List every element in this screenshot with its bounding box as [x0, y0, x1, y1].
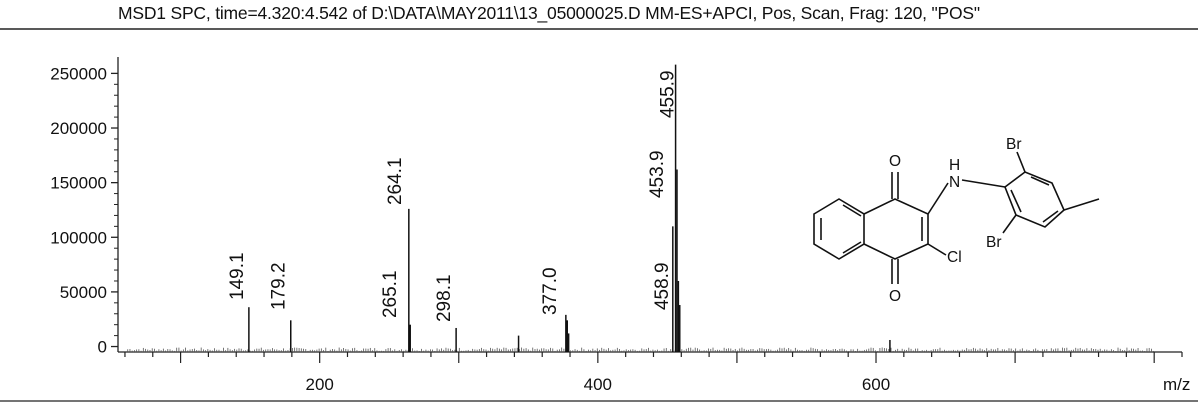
aryl-double-bond-1 — [1030, 176, 1050, 186]
peak-label: 298.1 — [434, 274, 455, 322]
atom-label-br-bottom: Br — [986, 234, 1002, 251]
aryl-double-bond-2 — [1042, 210, 1059, 223]
x-tick-label: 400 — [584, 375, 612, 394]
cl-bond — [927, 243, 947, 256]
quinone-ring — [863, 198, 929, 260]
n-bond-right — [961, 179, 1006, 188]
br-bond-top — [1016, 151, 1026, 173]
y-tick-label: 50000 — [60, 283, 107, 302]
x-axis-label: m/z — [1163, 375, 1190, 394]
atom-label-n: N — [949, 174, 960, 191]
y-tick-label: 150000 — [50, 174, 107, 193]
peak-label: 458.9 — [652, 262, 673, 310]
y-tick-label: 200000 — [50, 119, 107, 138]
y-tick-label: 0 — [98, 338, 107, 357]
atom-label-o-top: O — [889, 153, 901, 170]
n-bond-left — [927, 182, 949, 215]
peak-label: 453.9 — [647, 150, 668, 198]
y-tick-label: 100000 — [50, 228, 107, 247]
x-tick-label: 600 — [862, 375, 890, 394]
br-bond-bottom — [1002, 214, 1017, 234]
peak-label: 179.2 — [269, 262, 290, 310]
aryl-double-bond-3 — [1010, 189, 1022, 213]
y-tick-label: 250000 — [50, 64, 107, 83]
atom-label-h: H — [949, 157, 960, 174]
methyl-bond — [1063, 198, 1100, 211]
peak-label: 265.1 — [380, 270, 401, 318]
atom-label-cl: Cl — [947, 249, 962, 266]
atom-label-o-bottom: O — [889, 288, 901, 305]
peak-label: 149.1 — [227, 252, 248, 300]
chart-title: MSD1 SPC, time=4.320:4.542 of D:\DATA\MA… — [118, 3, 980, 23]
peak-label: 455.9 — [658, 70, 679, 118]
benzo-double-bond-3 — [842, 241, 862, 254]
x-tick-label: 200 — [305, 375, 333, 394]
atom-label-br-top: Br — [1006, 136, 1022, 153]
molecular-structure — [813, 151, 1100, 284]
benzo-double-bond-2 — [842, 204, 862, 217]
peak-label: 264.1 — [385, 157, 406, 205]
peak-label: 377.0 — [540, 267, 561, 315]
